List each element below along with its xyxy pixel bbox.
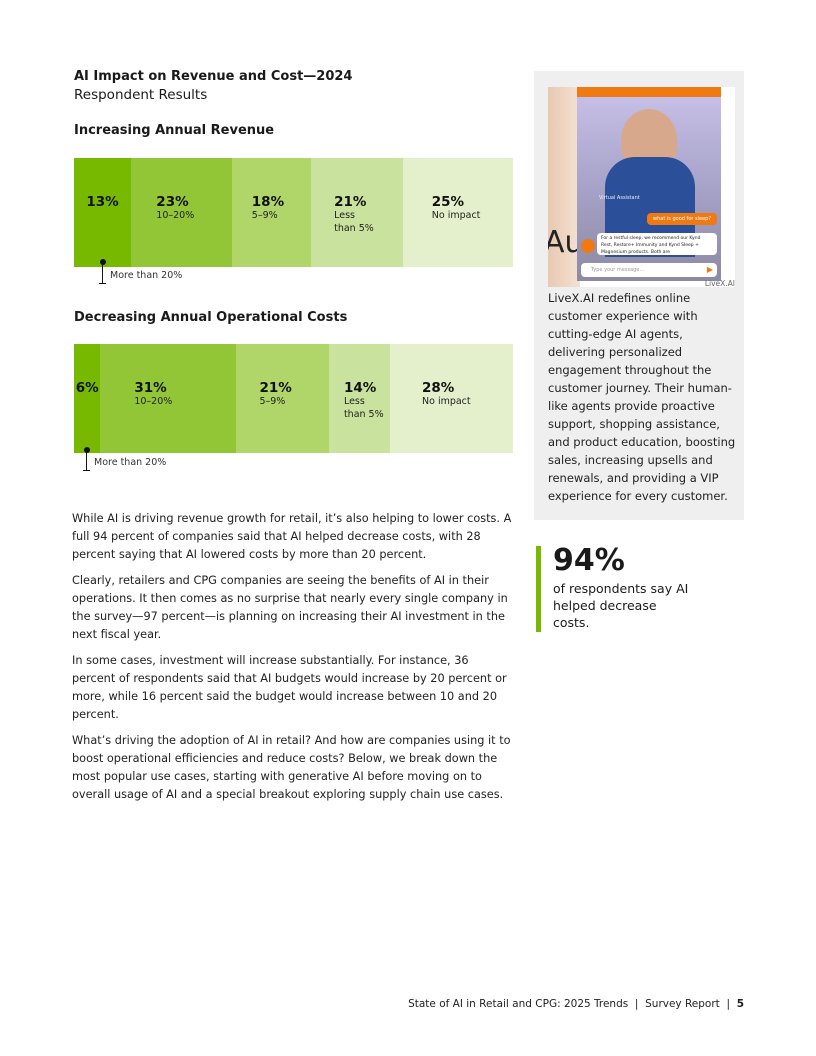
bar-segment: 23% 10–20%: [131, 158, 233, 267]
bar-segment: 21% Less than 5%: [311, 158, 404, 267]
percent-label: 28%: [422, 380, 455, 396]
revenue-stacked-bar: 13% 23% 10–20% 18% 5–9% 21% Less than 5% 25% No …: [74, 158, 513, 267]
page-subtitle: Respondent Results: [74, 87, 208, 103]
paragraph: What’s driving the adoption of AI in ret…: [72, 734, 511, 801]
callout-pin: [83, 447, 90, 471]
app-header-bar: [577, 87, 721, 97]
percent-label: 14%: [343, 380, 377, 396]
sidebar-callout: Au Virtual Assistant what is good for sl…: [534, 71, 744, 520]
segment-label: 5–9%: [251, 210, 278, 221]
percent-label: 25%: [431, 194, 465, 210]
chart-title-revenue: Increasing Annual Revenue: [74, 123, 275, 138]
callout-label: More than 20%: [110, 270, 183, 281]
bar-segment: 18% 5–9%: [232, 158, 312, 267]
percent-label: 18%: [251, 194, 285, 210]
message-input: Type your message...: [581, 263, 717, 277]
bot-message: For a restful sleep, we recommend our Ky…: [597, 233, 717, 255]
segment-label: 10–20%: [134, 396, 173, 407]
percent-label: 13%: [86, 194, 119, 210]
image-caption: LiveX.AI: [704, 279, 735, 287]
page-number: 5: [736, 998, 744, 1010]
paragraph: Clearly, retailers and CPG companies are…: [72, 574, 508, 641]
livex-product-image: Au Virtual Assistant what is good for sl…: [548, 87, 735, 287]
segment-label: 10–20%: [156, 210, 195, 221]
user-message: what is good for sleep?: [647, 213, 717, 225]
percent-label: 31%: [134, 380, 167, 396]
assistant-label: Virtual Assistant: [599, 195, 640, 201]
footer: State of AI in Retail and CPG: 2025 Tren…: [408, 998, 744, 1010]
segment-label: Less than 5%: [343, 396, 384, 420]
percent-label: 21%: [259, 380, 292, 396]
chart-title-costs: Decreasing Annual Operational Costs: [74, 310, 348, 325]
page-title: AI Impact on Revenue and Cost—2024: [74, 69, 353, 84]
segment-label: No impact: [431, 210, 481, 221]
stat-value: 94%: [553, 543, 625, 578]
paragraph: While AI is driving revenue growth for r…: [72, 512, 512, 561]
segment-label: No impact: [422, 396, 471, 407]
body-text: While AI is driving revenue growth for r…: [72, 510, 512, 812]
stat-callout: 94% of respondents say AI helped decreas…: [536, 546, 693, 632]
paragraph: In some cases, investment will increase …: [72, 654, 507, 721]
segment-label: 5–9%: [259, 396, 286, 407]
callout-label: More than 20%: [94, 457, 167, 468]
bar-segment: 14% Less than 5%: [328, 344, 391, 453]
segment-label: Less than 5%: [334, 210, 374, 234]
bar-segment: 28% No impact: [390, 344, 513, 453]
sidebar-text: LiveX.AI redefines online customer exper…: [548, 291, 736, 503]
bar-segment: 6%: [74, 344, 101, 453]
percent-label: 6%: [75, 380, 99, 396]
percent-label: 21%: [334, 194, 367, 210]
bot-avatar: [581, 239, 595, 253]
stat-description: of respondents say AI helped decrease co…: [553, 581, 689, 630]
bar-segment: 13%: [74, 158, 132, 267]
phone-screen: Virtual Assistant what is good for sleep…: [577, 87, 721, 281]
footer-title: State of AI in Retail and CPG: 2025 Tren…: [408, 998, 629, 1010]
costs-stacked-bar: 6% 31% 10–20% 21% 5–9% 14% Less than 5% 28% No i…: [74, 344, 513, 453]
send-icon: ▶: [706, 265, 713, 274]
bar-segment: 21% 5–9%: [236, 344, 329, 453]
bar-segment: 31% 10–20%: [100, 344, 237, 453]
footer-section: Survey Report: [645, 998, 720, 1010]
callout-pin: [99, 259, 106, 284]
bar-segment: 25% No impact: [403, 158, 513, 267]
percent-label: 23%: [156, 194, 189, 210]
